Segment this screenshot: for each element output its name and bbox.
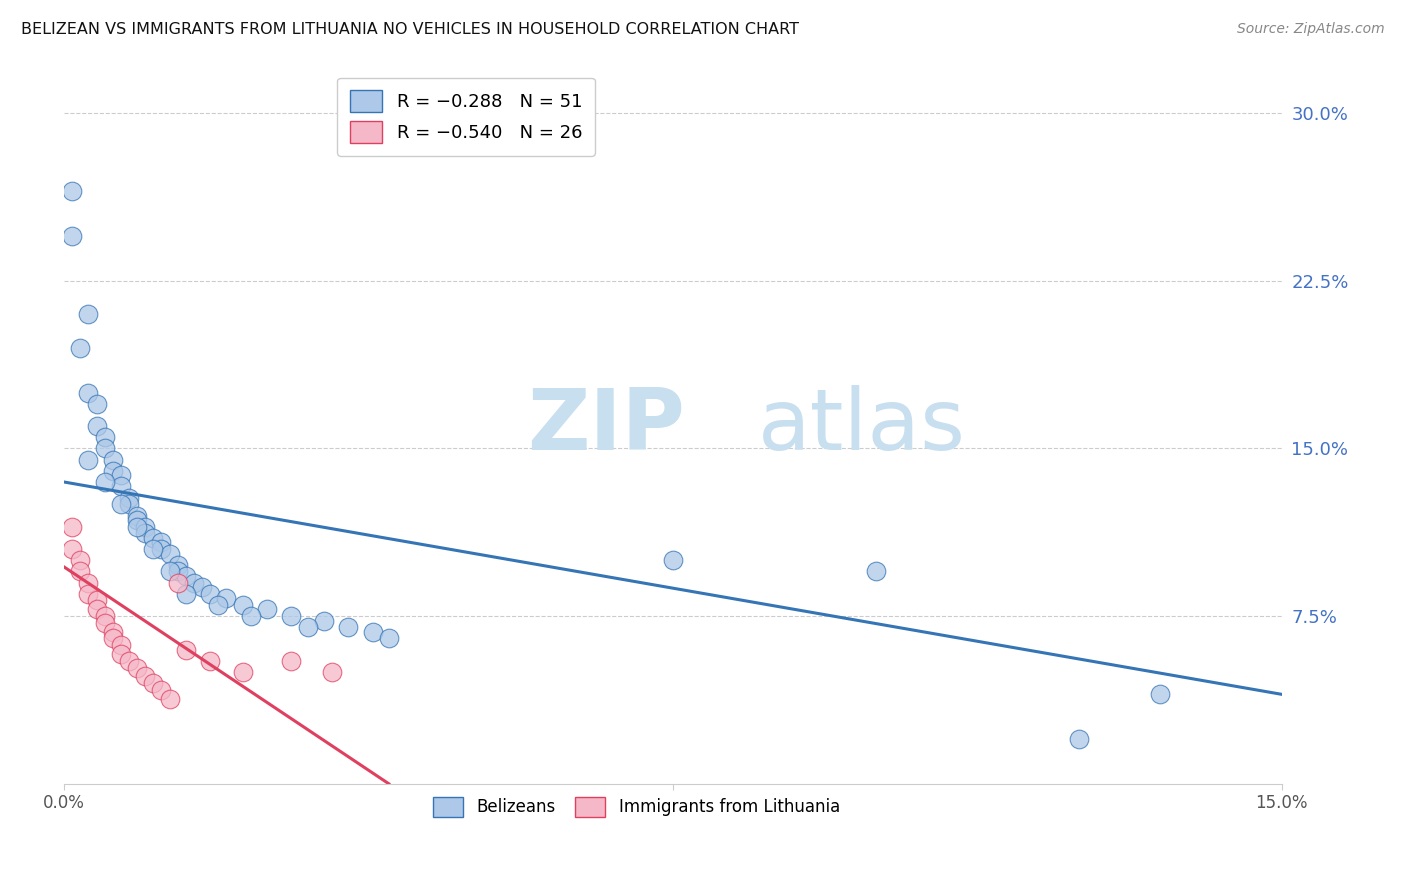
Point	[378, 632, 401, 646]
Point	[134, 519, 156, 533]
Point	[110, 638, 132, 652]
Point	[77, 307, 100, 321]
Point	[1067, 732, 1090, 747]
Point	[127, 508, 149, 523]
Point	[280, 609, 302, 624]
Text: atlas: atlas	[758, 384, 966, 467]
Point	[191, 580, 214, 594]
Point	[150, 682, 173, 697]
Point	[142, 542, 165, 557]
Point	[150, 535, 173, 549]
Legend: Belizeans, Immigrants from Lithuania: Belizeans, Immigrants from Lithuania	[425, 789, 848, 825]
Point	[207, 598, 229, 612]
Point	[174, 569, 197, 583]
Point	[337, 620, 360, 634]
Point	[183, 575, 205, 590]
Point	[60, 229, 83, 244]
Point	[93, 442, 115, 456]
Point	[142, 531, 165, 545]
Point	[69, 341, 91, 355]
Point	[101, 464, 124, 478]
Point	[174, 642, 197, 657]
Point	[150, 542, 173, 557]
Point	[101, 632, 124, 646]
Point	[118, 654, 141, 668]
Point	[86, 593, 108, 607]
Point	[118, 497, 141, 511]
Point	[159, 547, 181, 561]
Point	[127, 519, 149, 533]
Point	[60, 519, 83, 533]
Point	[93, 475, 115, 489]
Point	[256, 602, 278, 616]
Point	[865, 565, 887, 579]
Point	[110, 479, 132, 493]
Text: BELIZEAN VS IMMIGRANTS FROM LITHUANIA NO VEHICLES IN HOUSEHOLD CORRELATION CHART: BELIZEAN VS IMMIGRANTS FROM LITHUANIA NO…	[21, 22, 799, 37]
Point	[86, 602, 108, 616]
Point	[280, 654, 302, 668]
Point	[93, 430, 115, 444]
Point	[662, 553, 685, 567]
Point	[93, 609, 115, 624]
Point	[321, 665, 343, 679]
Point	[166, 565, 188, 579]
Point	[77, 452, 100, 467]
Point	[198, 654, 221, 668]
Point	[69, 565, 91, 579]
Text: ZIP: ZIP	[527, 384, 685, 467]
Point	[239, 609, 262, 624]
Point	[232, 665, 254, 679]
Point	[86, 397, 108, 411]
Point	[215, 591, 238, 606]
Point	[60, 542, 83, 557]
Point	[127, 513, 149, 527]
Point	[312, 614, 335, 628]
Point	[166, 558, 188, 572]
Point	[198, 587, 221, 601]
Point	[166, 575, 188, 590]
Point	[93, 615, 115, 630]
Point	[110, 468, 132, 483]
Point	[69, 553, 91, 567]
Point	[77, 385, 100, 400]
Point	[159, 691, 181, 706]
Text: Source: ZipAtlas.com: Source: ZipAtlas.com	[1237, 22, 1385, 37]
Point	[77, 587, 100, 601]
Point	[60, 185, 83, 199]
Point	[134, 526, 156, 541]
Point	[159, 565, 181, 579]
Point	[77, 575, 100, 590]
Point	[232, 598, 254, 612]
Point	[134, 669, 156, 683]
Point	[127, 660, 149, 674]
Point	[110, 647, 132, 661]
Point	[361, 624, 384, 639]
Point	[1149, 687, 1171, 701]
Point	[118, 491, 141, 505]
Point	[174, 587, 197, 601]
Point	[101, 452, 124, 467]
Point	[101, 624, 124, 639]
Point	[110, 497, 132, 511]
Point	[86, 419, 108, 434]
Point	[297, 620, 319, 634]
Point	[142, 676, 165, 690]
